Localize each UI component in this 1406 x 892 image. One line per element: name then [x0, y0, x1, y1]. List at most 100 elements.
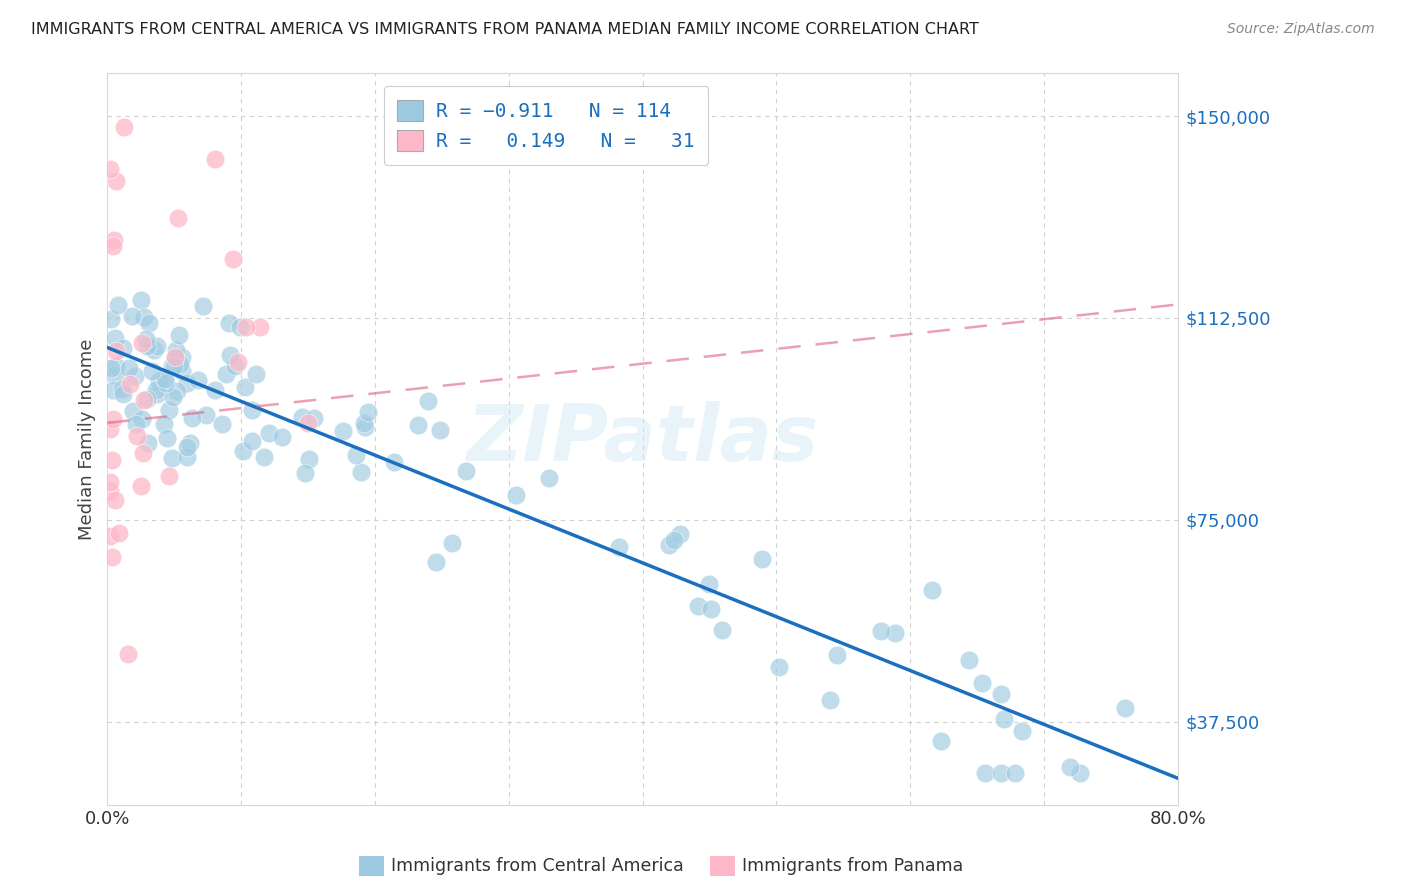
Point [107, 298, 129, 312]
Point [662, 533, 685, 548]
Point [294, 466, 316, 480]
Point [353, 417, 375, 431]
Point [990, 765, 1012, 780]
Point [297, 416, 319, 430]
Point [226, 355, 249, 369]
Point [138, 316, 160, 330]
Point [104, 368, 127, 383]
Point [101, 238, 124, 252]
Point [176, 440, 198, 454]
Point [215, 367, 238, 381]
Point [179, 436, 201, 450]
Point [537, 471, 560, 485]
Point [768, 659, 790, 673]
Point [98, 484, 121, 499]
Point [350, 465, 373, 479]
Point [170, 350, 193, 364]
Point [973, 765, 995, 780]
Point [929, 734, 952, 748]
Point [181, 411, 204, 425]
Point [176, 376, 198, 390]
Point [121, 309, 143, 323]
Text: IMMIGRANTS FROM CENTRAL AMERICA VS IMMIGRANTS FROM PANAMA MEDIAN FAMILY INCOME C: IMMIGRANTS FROM CENTRAL AMERICA VS IMMIG… [31, 22, 979, 37]
Point [233, 380, 256, 394]
Point [162, 390, 184, 404]
Point [122, 404, 145, 418]
Point [240, 434, 263, 449]
Point [505, 488, 527, 502]
Point [153, 372, 176, 386]
Point [193, 299, 215, 313]
Point [658, 538, 681, 552]
Point [332, 424, 354, 438]
Point [125, 417, 148, 431]
Point [204, 152, 226, 166]
Point [211, 417, 233, 432]
Point [100, 312, 122, 326]
Text: Immigrants from Panama: Immigrants from Panama [742, 857, 963, 875]
Point [1004, 765, 1026, 780]
Point [148, 374, 170, 388]
Point [131, 412, 153, 426]
Point [141, 364, 163, 378]
Point [751, 551, 773, 566]
Point [98, 162, 121, 177]
Point [153, 417, 176, 431]
Point [155, 376, 177, 391]
Point [235, 319, 257, 334]
Y-axis label: Median Family Income: Median Family Income [79, 338, 96, 540]
Point [406, 417, 429, 432]
Point [921, 583, 943, 598]
Point [818, 693, 841, 707]
Point [418, 394, 440, 409]
Point [669, 527, 692, 541]
Point [98, 529, 121, 543]
Point [429, 423, 451, 437]
Point [245, 367, 267, 381]
Point [135, 392, 157, 406]
Point [112, 387, 135, 401]
Point [353, 419, 375, 434]
Point [710, 623, 733, 637]
Point [112, 120, 135, 134]
Point [240, 402, 263, 417]
Point [132, 310, 155, 324]
Text: Source: ZipAtlas.com: Source: ZipAtlas.com [1227, 22, 1375, 37]
Point [884, 626, 907, 640]
Point [187, 373, 209, 387]
Point [101, 453, 124, 467]
Point [700, 602, 723, 616]
Point [157, 468, 180, 483]
Point [160, 359, 183, 373]
Point [228, 319, 250, 334]
Point [104, 344, 127, 359]
Point [686, 599, 709, 613]
Point [298, 451, 321, 466]
Point [270, 430, 292, 444]
Point [1069, 765, 1091, 780]
Point [957, 653, 980, 667]
Point [111, 382, 134, 396]
Point [98, 475, 121, 489]
Point [970, 675, 993, 690]
Point [357, 405, 380, 419]
Point [382, 455, 405, 469]
Point [163, 352, 186, 367]
Point [221, 252, 243, 266]
Point [117, 648, 139, 662]
Text: ZIPatlas: ZIPatlas [467, 401, 818, 477]
Point [124, 368, 146, 383]
Point [157, 402, 180, 417]
Point [125, 428, 148, 442]
Point [100, 360, 122, 375]
Point [456, 464, 478, 478]
Point [169, 357, 191, 371]
Point [224, 359, 246, 373]
Point [440, 536, 463, 550]
Point [104, 174, 127, 188]
Point [145, 383, 167, 397]
Point [1011, 724, 1033, 739]
Point [425, 555, 447, 569]
Point [1059, 760, 1081, 774]
Point [165, 343, 187, 357]
